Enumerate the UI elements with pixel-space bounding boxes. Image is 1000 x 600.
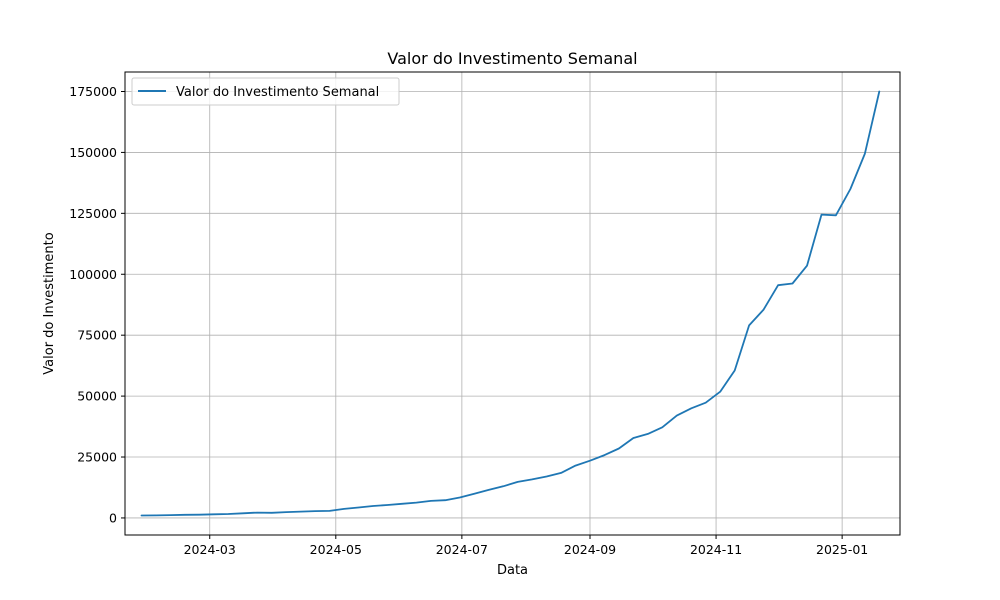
x-tick-label: 2024-03 [184, 542, 236, 557]
x-tick-label: 2024-07 [436, 542, 488, 557]
chart-title: Valor do Investimento Semanal [387, 49, 637, 68]
y-axis-title: Valor do Investimento [42, 232, 57, 374]
grid-lines [125, 72, 900, 535]
y-tick-label: 0 [109, 510, 117, 525]
x-tick-label: 2025-01 [816, 542, 868, 557]
legend-label: Valor do Investimento Semanal [176, 85, 379, 100]
series-line [140, 90, 881, 517]
y-tick-label: 175000 [69, 84, 117, 99]
legend: Valor do Investimento Semanal [131, 77, 400, 106]
y-tick-label: 50000 [77, 389, 117, 404]
legend-box [131, 77, 400, 106]
x-tick-label: 2024-09 [564, 542, 616, 557]
y-tick-label: 75000 [77, 328, 117, 343]
x-axis-ticks: 2024-03 2024-05 2024-07 2024-09 2024-11 2025-… [184, 535, 868, 557]
x-tick-label: 2024-11 [690, 542, 742, 557]
y-tick-label: 25000 [77, 450, 117, 465]
y-tick-label: 150000 [69, 145, 117, 160]
y-axis-ticks: 0 25000 50000 75000 100000 125000 150000 175000 [69, 84, 125, 525]
plot-frame [124, 71, 901, 536]
y-tick-label: 100000 [69, 267, 117, 282]
y-tick-label: 125000 [69, 206, 117, 221]
x-axis-title: Data [497, 563, 528, 578]
series-lines [140, 90, 881, 517]
x-tick-label: 2024-05 [310, 542, 362, 557]
